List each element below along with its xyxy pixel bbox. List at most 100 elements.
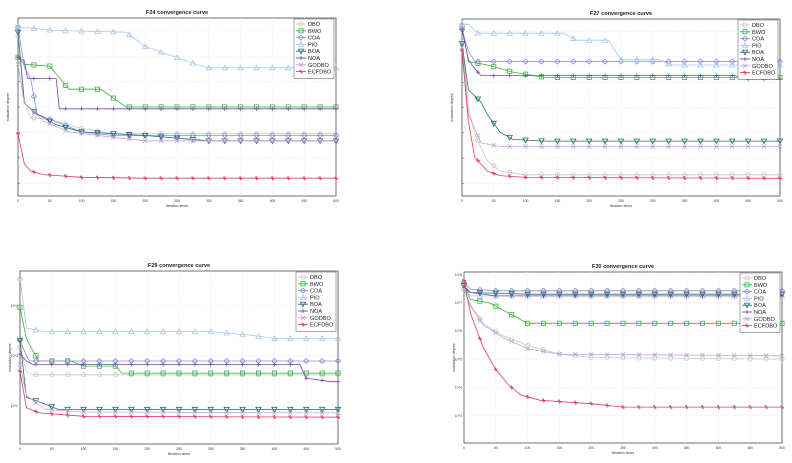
series-point-marker bbox=[63, 121, 69, 127]
series-point-marker bbox=[17, 369, 23, 374]
series-point-marker bbox=[79, 86, 85, 92]
series-noa bbox=[17, 351, 341, 384]
series-line bbox=[19, 346, 338, 376]
legend-marker bbox=[300, 274, 306, 280]
series-point-marker bbox=[223, 406, 230, 413]
series-point-marker bbox=[620, 352, 626, 357]
series-point-marker bbox=[573, 293, 578, 299]
legend-marker bbox=[297, 40, 305, 47]
series-point-marker bbox=[47, 172, 52, 178]
series-point-marker bbox=[604, 320, 610, 326]
series-point-marker bbox=[652, 355, 658, 361]
x-tick-label: 0 bbox=[19, 447, 21, 451]
legend-marker bbox=[744, 309, 750, 315]
x-tick-label: 400 bbox=[716, 446, 722, 450]
series-point-marker bbox=[333, 138, 339, 144]
series-point-marker bbox=[459, 27, 465, 32]
series-point-marker bbox=[491, 171, 496, 176]
series-point-marker bbox=[541, 349, 546, 354]
series-point-marker bbox=[491, 64, 497, 70]
series-point-marker bbox=[700, 293, 705, 299]
y-axis-label: evaluation degree bbox=[6, 93, 10, 122]
series-point-marker bbox=[475, 158, 480, 163]
series-point-marker bbox=[160, 409, 166, 415]
series-point-marker bbox=[490, 29, 498, 36]
series-point-marker bbox=[713, 58, 720, 65]
legend-label: DBO bbox=[310, 275, 323, 281]
series-point-marker bbox=[79, 131, 84, 136]
series-point-marker bbox=[81, 414, 86, 419]
series-point-marker bbox=[760, 138, 768, 145]
series-point-marker bbox=[668, 355, 674, 361]
series-line bbox=[461, 43, 780, 142]
series-point-marker bbox=[681, 61, 688, 68]
series-point-marker bbox=[779, 353, 785, 359]
series-point-marker bbox=[317, 138, 323, 144]
x-tick-label: 50 bbox=[494, 446, 498, 450]
series-point-marker bbox=[475, 70, 480, 75]
series-point-marker bbox=[636, 352, 642, 358]
legend-label: ECFDBO bbox=[754, 324, 778, 330]
series-point-marker bbox=[509, 385, 514, 390]
series-point-marker bbox=[15, 55, 21, 60]
legend-label: NOA bbox=[754, 310, 766, 316]
y-axis-label: evaluation degree bbox=[452, 343, 456, 372]
legend-label: PIO bbox=[310, 295, 320, 301]
x-tick-label: 500 bbox=[333, 199, 339, 203]
series-point-marker bbox=[253, 64, 260, 71]
series-point-marker bbox=[48, 328, 56, 335]
series-ecfdbo bbox=[459, 48, 783, 181]
series-point-marker bbox=[763, 356, 769, 362]
x-tick-label: 400 bbox=[714, 199, 720, 203]
series-point-marker bbox=[143, 106, 148, 111]
series-point-marker bbox=[668, 404, 673, 410]
series-point-marker bbox=[31, 169, 36, 175]
series-line bbox=[17, 56, 336, 110]
x-tick-label: 150 bbox=[557, 446, 563, 450]
series-point-marker bbox=[128, 406, 135, 413]
series-point-marker bbox=[714, 73, 719, 78]
legend-marker bbox=[742, 22, 748, 28]
series-point-marker bbox=[619, 291, 627, 298]
series-point-marker bbox=[573, 400, 578, 405]
series-point-marker bbox=[747, 353, 753, 358]
series-point-marker bbox=[570, 138, 577, 145]
series-point-marker bbox=[255, 406, 262, 413]
series-point-marker bbox=[16, 337, 24, 344]
series-point-marker bbox=[779, 293, 785, 299]
series-point-marker bbox=[747, 356, 753, 362]
x-tick-label: 150 bbox=[111, 199, 117, 203]
series-point-marker bbox=[588, 351, 594, 357]
series-point-marker bbox=[636, 293, 641, 299]
series-point-marker bbox=[158, 138, 164, 144]
series-point-marker bbox=[94, 130, 101, 137]
series-point-marker bbox=[684, 293, 689, 299]
series-point-marker bbox=[33, 372, 39, 378]
series-point-marker bbox=[474, 29, 482, 36]
series-point-marker bbox=[47, 76, 52, 81]
series-point-marker bbox=[682, 175, 687, 181]
series-godbo bbox=[15, 61, 339, 144]
series-point-marker bbox=[601, 36, 609, 43]
series-point-marker bbox=[507, 73, 512, 78]
series-point-marker bbox=[475, 133, 481, 139]
series-point-marker bbox=[287, 370, 293, 376]
series-point-marker bbox=[604, 352, 610, 357]
legend-label: BOA bbox=[754, 303, 766, 309]
series-point-marker bbox=[667, 291, 674, 298]
series-point-marker bbox=[318, 335, 326, 341]
series-point-marker bbox=[222, 138, 228, 144]
series-point-marker bbox=[128, 328, 135, 335]
chart-panel-1: 0 50 100 150 200 250 300 350 400 450 500 F24 conver… bbox=[6, 10, 340, 208]
series-point-marker bbox=[143, 328, 151, 335]
series-point-marker bbox=[302, 106, 307, 111]
legend-label: GODBO bbox=[308, 63, 329, 69]
series-point-marker bbox=[507, 68, 513, 74]
x-axis-label: iteration times bbox=[166, 204, 189, 208]
series-point-marker bbox=[618, 175, 624, 180]
series-point-marker bbox=[732, 404, 737, 410]
series-point-marker bbox=[113, 414, 118, 419]
series-point-marker bbox=[222, 176, 227, 181]
series-point-marker bbox=[110, 131, 117, 138]
series-point-marker bbox=[571, 73, 576, 78]
